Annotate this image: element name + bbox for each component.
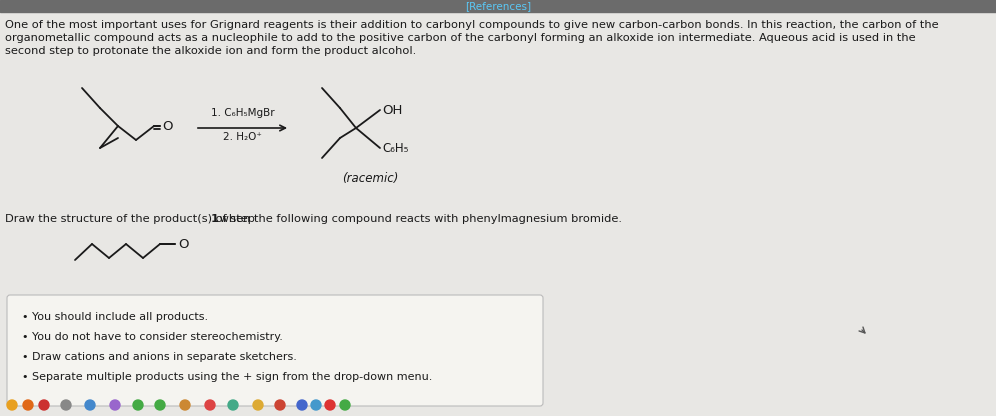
FancyBboxPatch shape bbox=[7, 295, 543, 406]
Circle shape bbox=[85, 400, 95, 410]
Text: C₆H₅: C₆H₅ bbox=[382, 141, 408, 154]
Text: organometallic compound acts as a nucleophile to add to the positive carbon of t: organometallic compound acts as a nucleo… bbox=[5, 33, 915, 43]
Circle shape bbox=[325, 400, 335, 410]
Circle shape bbox=[155, 400, 165, 410]
Text: OH: OH bbox=[382, 104, 402, 116]
Text: • Separate multiple products using the + sign from the drop-down menu.: • Separate multiple products using the +… bbox=[22, 372, 432, 382]
Text: O: O bbox=[178, 238, 188, 250]
Bar bbox=[0, 0, 996, 12]
Circle shape bbox=[275, 400, 285, 410]
Text: • You do not have to consider stereochemistry.: • You do not have to consider stereochem… bbox=[22, 332, 283, 342]
Circle shape bbox=[340, 400, 350, 410]
Text: when the following compound reacts with phenylmagnesium bromide.: when the following compound reacts with … bbox=[216, 214, 622, 224]
Text: Draw the structure of the product(s) of step: Draw the structure of the product(s) of … bbox=[5, 214, 259, 224]
Text: second step to protonate the alkoxide ion and form the product alcohol.: second step to protonate the alkoxide io… bbox=[5, 46, 416, 56]
Circle shape bbox=[110, 400, 120, 410]
Circle shape bbox=[297, 400, 307, 410]
Text: O: O bbox=[162, 121, 172, 134]
Circle shape bbox=[23, 400, 33, 410]
Circle shape bbox=[61, 400, 71, 410]
Text: 1: 1 bbox=[211, 214, 219, 224]
Text: [References]: [References] bbox=[465, 1, 531, 11]
Circle shape bbox=[180, 400, 190, 410]
Text: (racemic): (racemic) bbox=[342, 172, 398, 185]
Text: 2. H₂O⁺: 2. H₂O⁺ bbox=[223, 132, 262, 142]
Circle shape bbox=[7, 400, 17, 410]
Circle shape bbox=[253, 400, 263, 410]
Text: • Draw cations and anions in separate sketchers.: • Draw cations and anions in separate sk… bbox=[22, 352, 297, 362]
Circle shape bbox=[133, 400, 143, 410]
Text: One of the most important uses for Grignard reagents is their addition to carbon: One of the most important uses for Grign… bbox=[5, 20, 938, 30]
Circle shape bbox=[205, 400, 215, 410]
Circle shape bbox=[39, 400, 49, 410]
Text: • You should include all products.: • You should include all products. bbox=[22, 312, 208, 322]
Circle shape bbox=[311, 400, 321, 410]
Circle shape bbox=[228, 400, 238, 410]
Text: 1. C₆H₅MgBr: 1. C₆H₅MgBr bbox=[211, 108, 274, 118]
